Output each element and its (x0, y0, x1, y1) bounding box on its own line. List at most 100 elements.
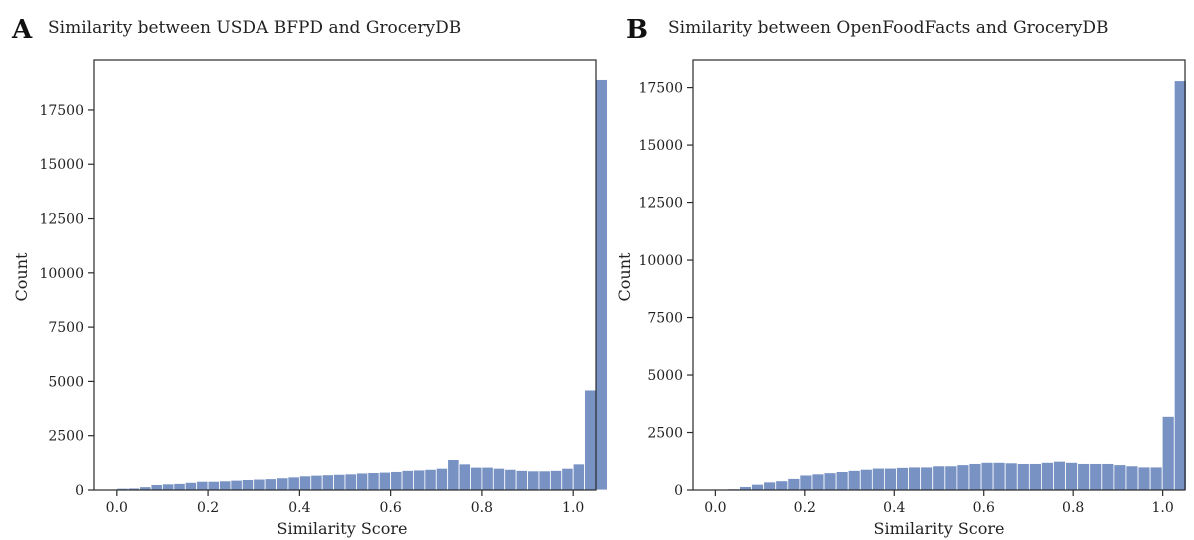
panel-a-bar (219, 480, 232, 491)
panel-a-bar (413, 469, 426, 491)
panel-b-x-tick-label: 1.0 (1152, 500, 1174, 516)
panel-b-bar (1161, 416, 1175, 491)
panel-a-bar (538, 470, 551, 491)
panel-a-bars (116, 79, 608, 491)
panel-a-bar (481, 466, 494, 491)
panel-b-bar (1137, 466, 1151, 491)
panel-b-bar (908, 466, 922, 491)
panel-b-y-tick-label: 7500 (647, 311, 683, 327)
panel-a-bar (527, 470, 540, 491)
panel-a-bar (515, 470, 528, 491)
panel-b-y-tick-label: 12500 (638, 196, 683, 212)
panel-b-bar (859, 468, 873, 491)
panel-a-x-tick-label: 0.6 (380, 500, 402, 516)
panel-b-bar (799, 474, 813, 491)
panel-b-plot-frame (692, 59, 1186, 491)
panel-a-bar (549, 470, 563, 491)
panel-a-x-axis-label: Similarity Score (276, 519, 407, 538)
panel-a-plot-frame (93, 59, 597, 491)
panel-b-y-tick-label: 10000 (638, 253, 683, 269)
panel-b-bar (1028, 463, 1042, 491)
panel-b-x-tick-label: 0.4 (883, 500, 905, 516)
panel-a-x-tick-label: 0.2 (197, 500, 219, 516)
panel-a-y-axis-label: Count (12, 252, 31, 301)
panel-b-title: Similarity between OpenFoodFacts and Gro… (668, 18, 1108, 38)
panel-a-y-tick-label: 12500 (39, 212, 84, 228)
panel-a-bar (333, 473, 346, 491)
panel-b-y-tick-label: 15000 (638, 138, 683, 154)
panel-b-bar (1113, 464, 1127, 491)
panel-b-bar (1065, 462, 1079, 491)
panel-b-y-tick-label: 17500 (638, 81, 683, 97)
panel-a-bar (173, 483, 186, 491)
panel-a-bar (378, 471, 392, 491)
panel-b-bar (884, 467, 897, 491)
panel-b-bar (1053, 460, 1066, 491)
panel-b-bar (1004, 462, 1018, 491)
panel-a-bar (595, 79, 608, 491)
panel-b-x-tick-label: 0.6 (973, 500, 995, 516)
panel-a: A Similarity between USDA BFPD and Groce… (11, 15, 608, 538)
panel-b-bar (763, 481, 777, 491)
panel-b-bar (980, 462, 994, 491)
panel-b-bar (944, 465, 958, 491)
panel-a-bar (435, 467, 449, 491)
panel-a-bar (390, 471, 403, 491)
panel-a-bar (401, 470, 414, 491)
panel-b-bar (1101, 463, 1115, 491)
panel-a-y-tick-label: 2500 (48, 429, 84, 445)
panel-b-bar (775, 480, 789, 491)
panel-a-bar (504, 468, 517, 491)
panel-b-bar (1089, 463, 1103, 491)
panel-a-bar (572, 463, 585, 491)
panel-b-bar (1125, 465, 1139, 491)
panel-b-bar (992, 462, 1006, 491)
panel-a-bar (150, 484, 163, 491)
panel-a-bar (424, 468, 437, 491)
panel-a-bar (356, 472, 369, 491)
panel-a-x-tick-label: 0.4 (288, 500, 310, 516)
panel-b-bar (751, 483, 765, 491)
panel-b-bars (714, 80, 1187, 491)
panel-b-y-tick-label: 2500 (647, 426, 683, 442)
panel-b-bar (1149, 466, 1163, 491)
panel-b-y-axis-label: Count (615, 252, 634, 301)
panel-a-bar (276, 477, 289, 491)
panel-a-bar (230, 479, 243, 491)
panel-a-bar (321, 474, 334, 491)
panel-a-bar (287, 476, 300, 491)
panel-b-bar (1077, 463, 1091, 491)
panel-a-bar (344, 473, 357, 491)
panel-a-bar (207, 480, 220, 491)
panel-a-bar (184, 481, 198, 491)
panel-b-x-tick-label: 0.8 (1062, 500, 1084, 516)
panel-a-ticks: 0.0 0.2 0.4 0.6 0.8 1.0 0 2500 5000 7500 10000 1250… (39, 103, 584, 516)
panel-a-bar (447, 459, 460, 491)
panel-b-bar (847, 470, 861, 491)
panel-a-y-tick-label: 17500 (39, 103, 84, 119)
panel-b-bar (787, 478, 801, 491)
panel-a-bar (470, 466, 483, 491)
panel-a-bar (492, 467, 506, 491)
panel-a-y-tick-label: 0 (75, 483, 84, 499)
panel-b-bar (920, 466, 934, 491)
panel-a-bar (367, 472, 380, 491)
panel-b-x-tick-label: 0.2 (794, 500, 816, 516)
panel-a-bar (298, 475, 312, 491)
panel-a-y-tick-label: 10000 (39, 266, 84, 282)
panel-b-x-tick-label: 0.0 (704, 500, 726, 516)
panel-a-letter: A (11, 15, 33, 45)
panel-a-title: Similarity between USDA BFPD and Grocery… (48, 18, 461, 38)
panel-b-bar (823, 472, 837, 491)
panel-b-bar (896, 467, 909, 491)
panel-a-x-tick-label: 0.0 (106, 500, 128, 516)
panel-b-bar (932, 465, 946, 491)
panel-b-y-tick-label: 0 (674, 483, 683, 499)
panel-a-bar (264, 478, 277, 491)
panel-a-bar (196, 480, 209, 491)
panel-b-ticks: 0.0 0.2 0.4 0.6 0.8 1.0 0 2500 5000 7500 10000 1250… (638, 81, 1173, 516)
panel-b-bar (1016, 463, 1030, 491)
panel-b-letter: B (626, 15, 648, 45)
panel-b-bar (871, 467, 885, 491)
